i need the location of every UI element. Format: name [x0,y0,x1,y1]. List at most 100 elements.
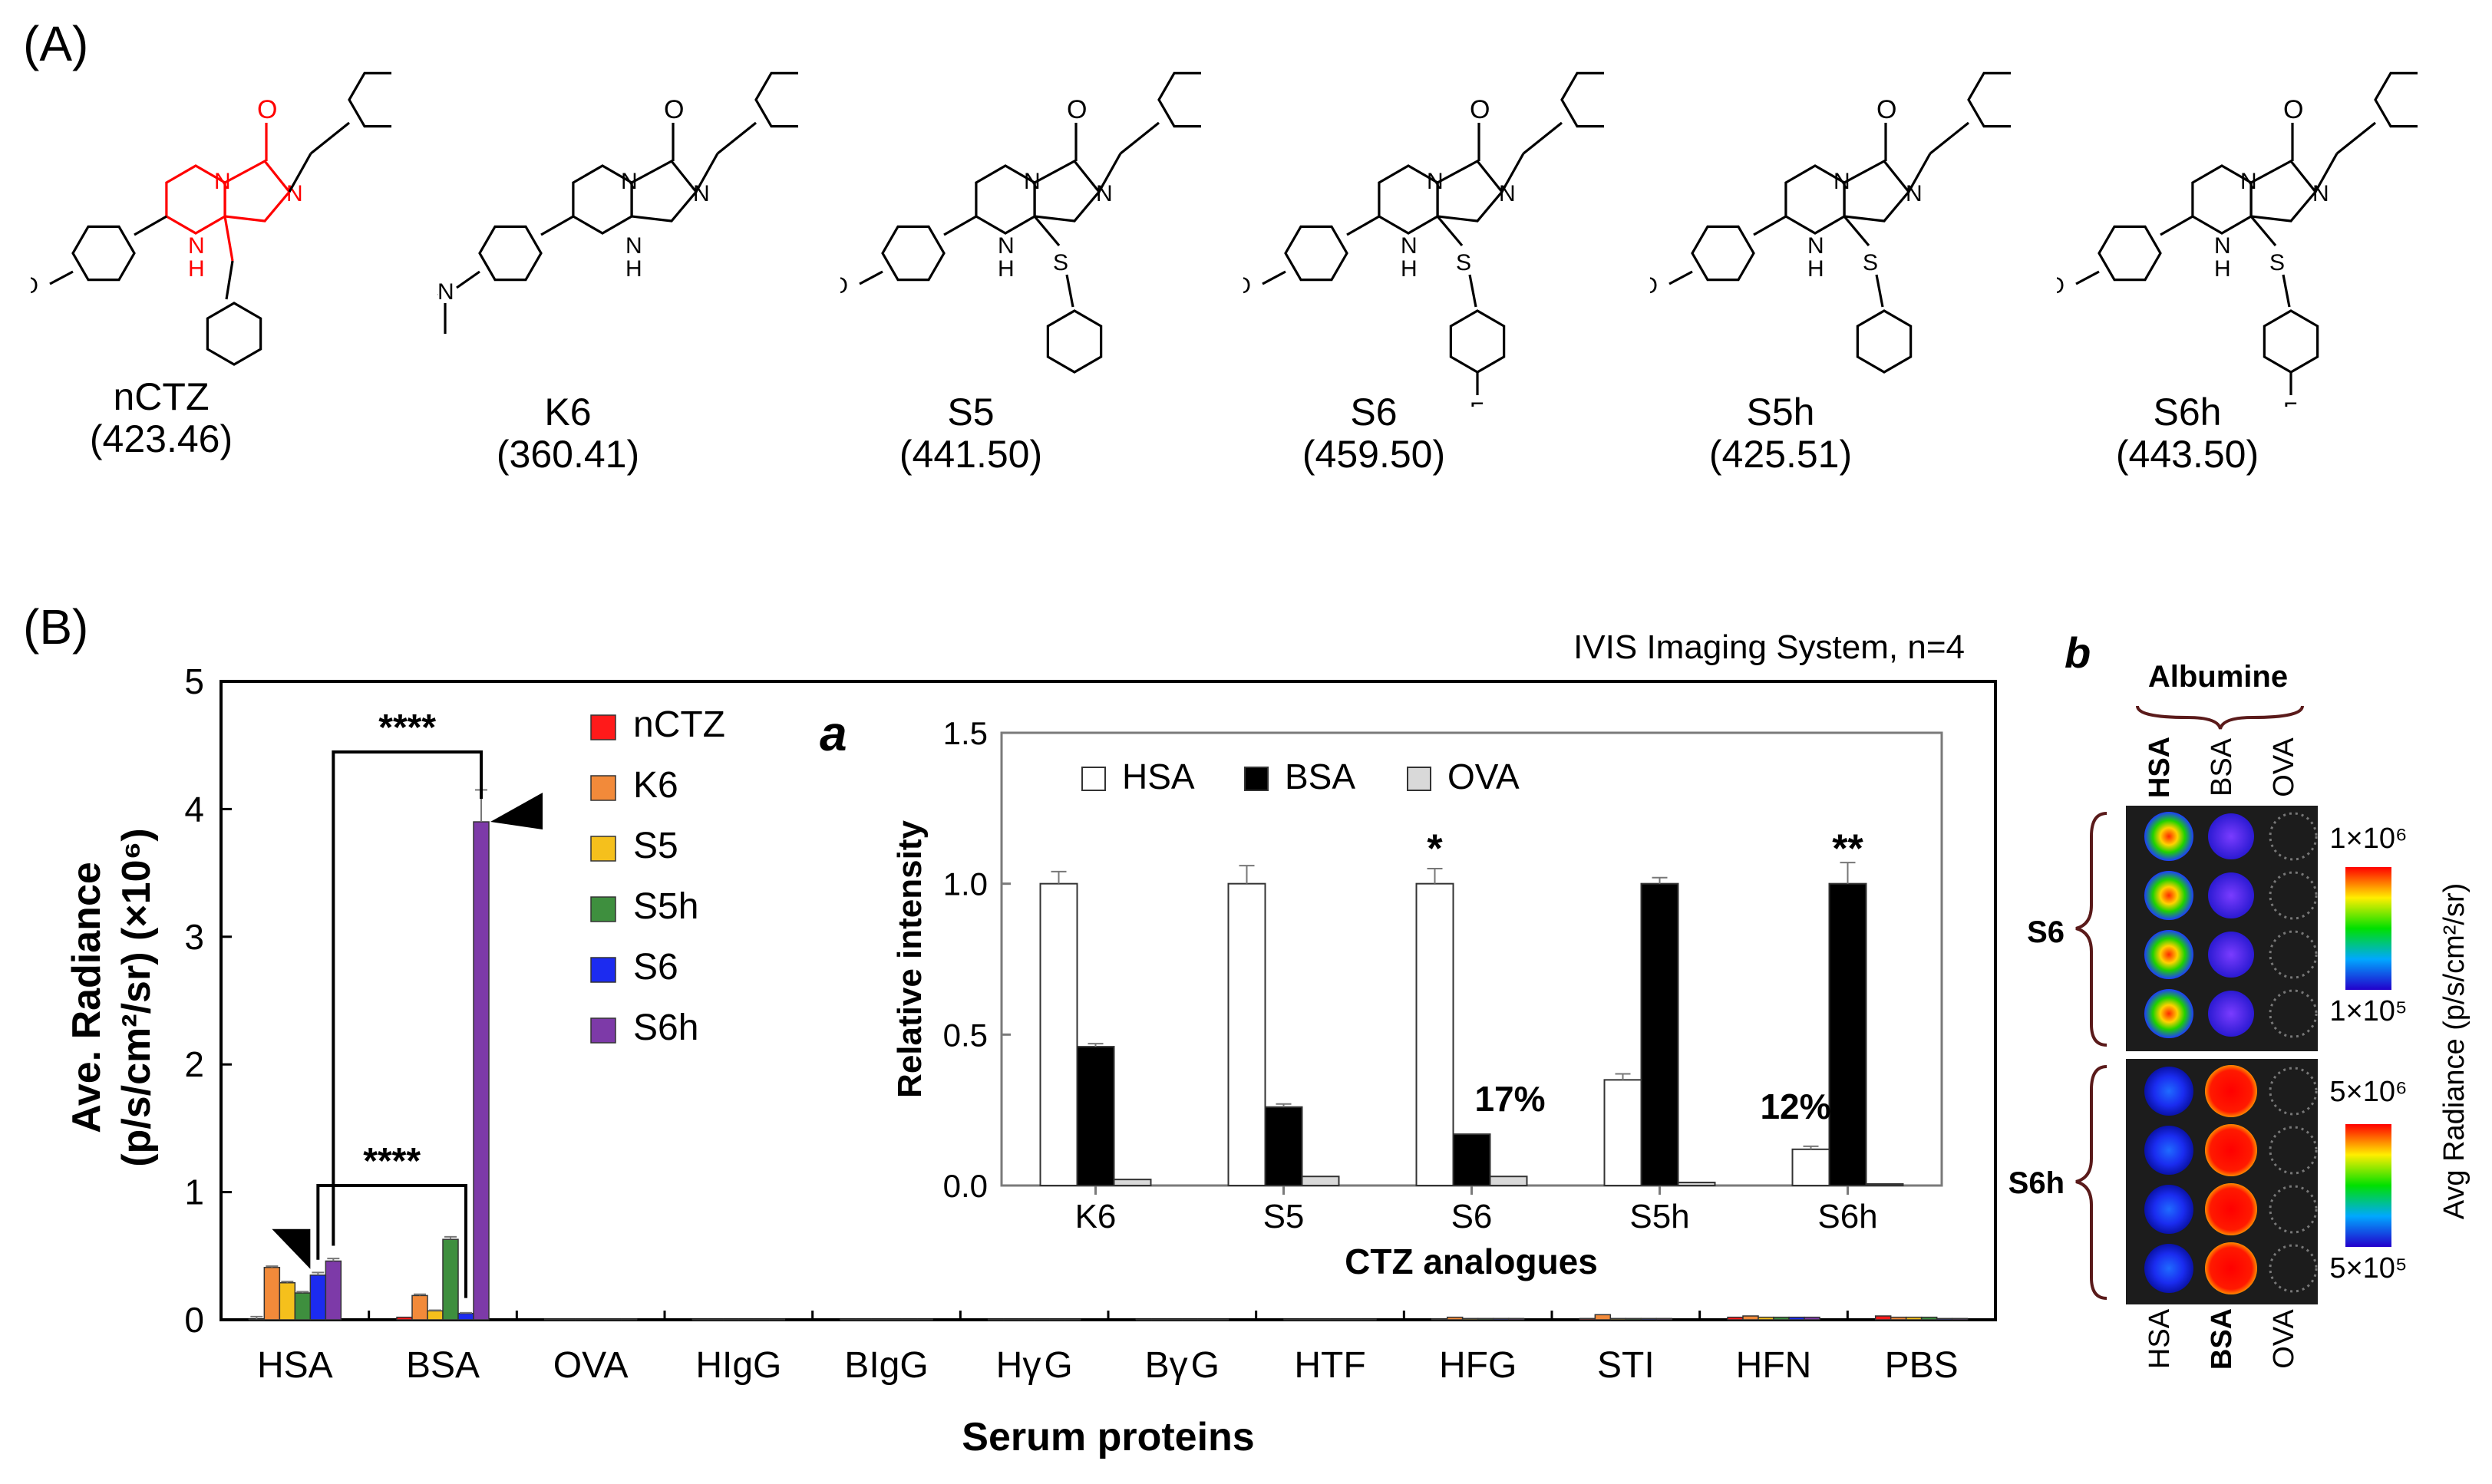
bar-s6-bsa [457,1312,474,1321]
well-s6h-hsa [2144,1126,2193,1175]
compound-name: S5h [1746,391,1815,434]
bar-k6-bigg [855,1318,872,1321]
significance-label: ** [1832,827,1863,872]
ring [2263,309,2319,374]
bar-k6-hfg [1446,1316,1464,1321]
legend-label: nCTZ [633,704,725,745]
compound-name: nCTZ [113,375,210,418]
bond [456,270,480,289]
bar-bsa-s6h [1828,882,1867,1186]
bar-s5h-bsa [442,1238,459,1321]
inset-plot-frame [1000,731,1943,1187]
column-label-bottom: BSA [2206,1308,2238,1370]
well-s6-hsa [2144,930,2193,979]
bond [1523,121,1563,155]
legend-swatch [590,896,616,922]
legend-swatch [590,957,616,983]
atom-s: S [2269,250,2285,275]
ring [630,159,698,223]
ring [754,71,798,128]
well-s6h-bsa [2205,1242,2257,1294]
bond [310,121,350,155]
bar-s5-bγ g [1166,1318,1183,1321]
bar-nctz-hfg [1431,1318,1448,1321]
bar-s5h-sti [1625,1317,1642,1321]
bar-s5h-higg [738,1318,755,1321]
x-tick-label: STI [1597,1345,1655,1386]
atom-ho: HO [2057,273,2065,298]
atom-ho: HO [31,273,38,298]
bond [540,215,574,236]
compound-name: S6h [2153,391,2222,434]
well-s6h-ova [2269,1244,2318,1293]
bar-s6h-bsa [473,821,490,1321]
atom-s: S [1863,250,1878,275]
bar-s6-bigg [901,1318,918,1321]
atom-s: S [1053,250,1068,275]
structure-drawing: ONNNHOHHOSF [1243,71,1604,407]
x-tick-label: Hγ G [996,1345,1073,1386]
main-y-label-line1: Ave. Radiance [64,862,109,1133]
bond [1843,215,1870,247]
structure-drawing: ONNNHOHN [437,71,798,334]
bar-nctz-pbs [1874,1315,1892,1321]
y-tick-label: 0.0 [943,1168,988,1204]
bond [695,153,719,193]
bar-s6-hγ g [1048,1318,1066,1321]
compound-mw: (425.51) [1708,433,1853,476]
bar-s5-hγ g [1018,1318,1035,1321]
system-note: IVIS Imaging System, n=4 [1573,628,1965,666]
x-tick-label: S6 [1451,1198,1493,1235]
bracket-s6 [316,1184,467,1298]
bar-s5-ova [574,1318,592,1321]
bar-ova-s5 [1301,1176,1340,1186]
bond [288,153,312,193]
x-tick-label: HSA [257,1345,333,1386]
legend-swatch [1244,767,1269,791]
atom-f: F [2283,398,2297,407]
brace-icon [2075,812,2107,1047]
significance-label: **** [378,707,436,748]
x-tick-label: S5h [1629,1198,1689,1235]
arrowhead-icon [272,1228,311,1269]
atom-n: N [998,233,1015,259]
compound-mw: (360.41) [496,433,640,476]
well-s6-hsa [2144,812,2193,861]
percent-label: 12% [1760,1087,1830,1126]
bar-nctz-bγ g [1135,1318,1153,1321]
bar-s6h-htf [1360,1318,1377,1321]
bar-k6-ova [559,1318,576,1321]
scale-min: 1×10⁵ [2329,995,2407,1027]
bar-s6-bγ g [1196,1318,1214,1321]
compound-name: S6 [1350,391,1398,434]
x-tick-label: Bγ G [1145,1345,1220,1386]
bar-nctz-ova [543,1318,561,1321]
well-s6-ova [2269,812,2318,861]
bar-ova-s5h [1677,1182,1716,1186]
y-tick-label: 1 [184,1172,204,1212]
atom-o: O [2283,95,2303,124]
x-tick-label: BIgG [844,1345,928,1386]
bar-hsa-s5 [1227,882,1266,1186]
ring [2374,71,2418,128]
atom-n: N [625,233,642,259]
bar-bsa-s6 [1452,1133,1491,1186]
bar-nctz-hγ g [987,1318,1005,1321]
compound-nctz: ONNNHOHHO [31,23,391,483]
bar-s6h-pbs [1951,1317,1969,1321]
y-tick-label: 0 [184,1300,204,1340]
panel-b-label: (B) [23,599,89,655]
bar-s5-hsa [279,1281,296,1321]
structure-drawing: ONNNHOHHO [31,71,391,366]
bar-k6-hfn [1742,1315,1759,1321]
legend-label: K6 [633,765,678,806]
bond [2282,274,2291,308]
atom-o: O [1470,95,1490,124]
atom-n: N [214,169,231,194]
bar-nctz-htf [1283,1318,1300,1321]
bond [223,216,234,262]
ring [1284,225,1348,282]
well-s6-ova [2269,871,2318,920]
x-tick-label: S6h [1817,1198,1877,1235]
bar-s5h-hsa [294,1292,312,1321]
